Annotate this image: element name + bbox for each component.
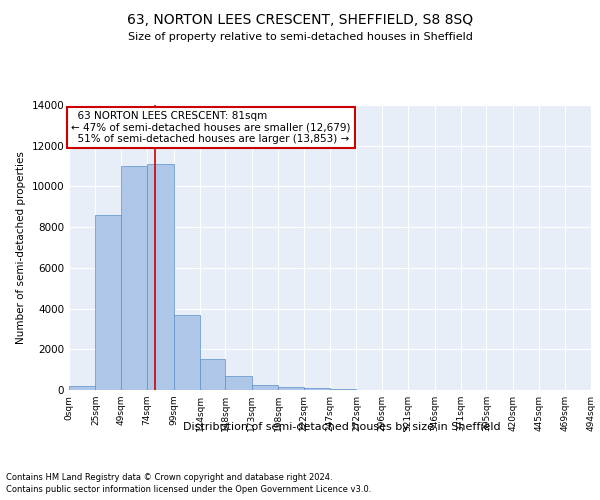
Bar (121, 166, 147, 390)
Bar (226, 376, 252, 390)
Text: Contains HM Land Registry data © Crown copyright and database right 2024.: Contains HM Land Registry data © Crown c… (6, 472, 332, 482)
Bar (173, 314, 200, 390)
Bar (252, 385, 278, 390)
Bar (330, 389, 356, 390)
Text: Size of property relative to semi-detached houses in Sheffield: Size of property relative to semi-detach… (128, 32, 472, 42)
Bar (95, 215, 121, 390)
Y-axis label: Number of semi-detached properties: Number of semi-detached properties (16, 151, 26, 344)
Text: Contains public sector information licensed under the Open Government Licence v3: Contains public sector information licen… (6, 485, 371, 494)
Text: 63, NORTON LEES CRESCENT, SHEFFIELD, S8 8SQ: 63, NORTON LEES CRESCENT, SHEFFIELD, S8 … (127, 12, 473, 26)
Bar (278, 387, 304, 390)
Bar (147, 164, 173, 390)
Bar (69, 386, 95, 390)
Bar (304, 388, 330, 390)
Bar (200, 360, 226, 390)
Text: Distribution of semi-detached houses by size in Sheffield: Distribution of semi-detached houses by … (183, 422, 501, 432)
Text: 63 NORTON LEES CRESCENT: 81sqm
← 47% of semi-detached houses are smaller (12,679: 63 NORTON LEES CRESCENT: 81sqm ← 47% of … (71, 111, 350, 144)
